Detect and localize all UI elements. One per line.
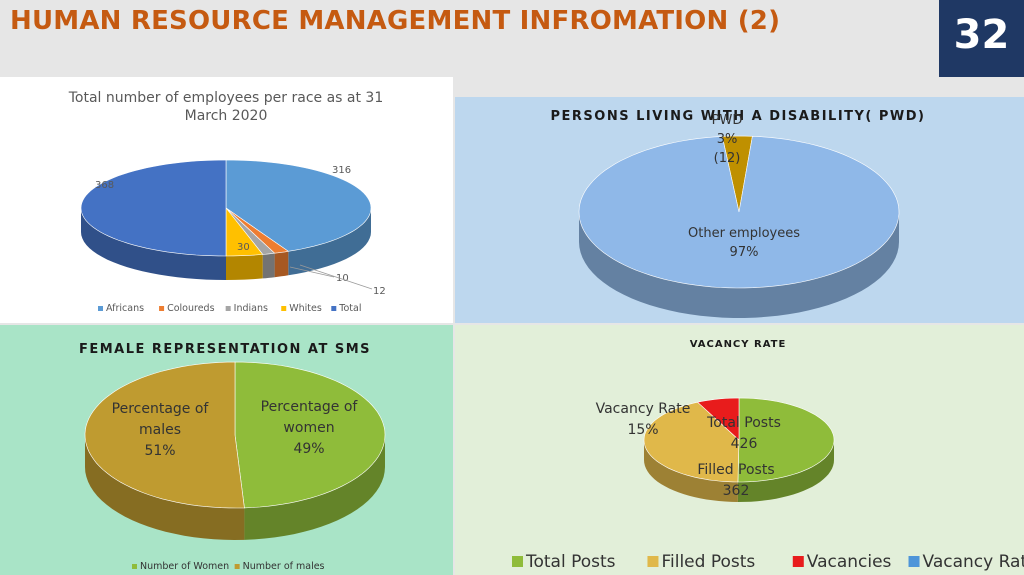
race-label-whites: 30 xyxy=(237,242,250,253)
legend-swatch-vacancies xyxy=(792,556,804,567)
slice-side-Whites xyxy=(226,254,263,280)
slice-side-Total xyxy=(81,208,226,280)
slice-Number of males xyxy=(84,361,245,509)
gender-pie-chart: FEMALE REPRESENTATION AT SMS Percentage … xyxy=(79,342,386,572)
pwd-pie-slices xyxy=(578,135,900,318)
slice-side-Indians xyxy=(262,253,275,279)
vacancy-pie-slices xyxy=(643,397,835,502)
race-label-africans: 316 xyxy=(332,165,351,176)
total-posts-label-name: Total Posts xyxy=(706,415,781,431)
slide-title: HUMAN RESOURCE MANAGEMENT INFROMATION (2… xyxy=(10,6,781,36)
gender-legend: Number of Women Number of males xyxy=(132,561,325,572)
legend-swatch-indians xyxy=(225,306,231,311)
slice-side-Other employees xyxy=(579,212,899,318)
pwd-chart-panel: PERSONS LIVING WITH A DISABILITY( PWD) P… xyxy=(455,97,1024,323)
slice-Filled Posts xyxy=(643,401,740,483)
pwd-label-percent: 3% xyxy=(717,132,738,147)
race-chart-panel: Total number of employees per race as at… xyxy=(0,77,453,323)
filled-posts-label-value: 362 xyxy=(723,483,750,499)
legend-swatch-filled-posts xyxy=(647,556,659,567)
legend-swatch-whites xyxy=(281,306,287,311)
legend-label-vacancy-rate: Vacancy Rate xyxy=(923,552,1024,572)
slice-side-Coloureds xyxy=(274,251,289,278)
legend-swatch-vacancy-rate xyxy=(908,556,920,567)
page-number: 32 xyxy=(953,12,1010,58)
pwd-pie-chart: PERSONS LIVING WITH A DISABILITY( PWD) P… xyxy=(551,109,926,318)
race-label-indians: 10 xyxy=(336,273,349,284)
race-chart-title-line1: Total number of employees per race as at… xyxy=(68,90,384,106)
race-label-coloureds: 12 xyxy=(373,286,386,297)
males-label-line2: males xyxy=(139,422,181,438)
legend-label-coloureds: Coloureds xyxy=(167,303,214,314)
slice-Total Posts xyxy=(737,397,835,483)
legend-label-number-of-women: Number of Women xyxy=(140,561,229,572)
gender-chart-panel: FEMALE REPRESENTATION AT SMS Percentage … xyxy=(0,325,453,575)
slice-side-Total Posts xyxy=(737,440,834,502)
legend-swatch-coloureds xyxy=(159,306,165,311)
women-label-value: 49% xyxy=(293,441,324,457)
legend-label-filled-posts: Filled Posts xyxy=(661,552,755,572)
slice-Other employees xyxy=(578,135,900,289)
other-label-percent: 97% xyxy=(730,245,759,260)
leader-line xyxy=(299,264,373,290)
women-label-line1: Percentage of xyxy=(261,399,359,415)
vacancy-chart-panel: VACANCY RATE Vacancy Rate 15% Total Post… xyxy=(455,325,1024,575)
legend-swatch-total-posts xyxy=(512,556,523,567)
slice-Total xyxy=(80,159,227,257)
race-legend: Africans Coloureds Indians Whites Total xyxy=(98,303,361,314)
pwd-chart-title: PERSONS LIVING WITH A DISABILITY( PWD) xyxy=(551,109,926,124)
total-posts-label-value: 426 xyxy=(731,436,758,452)
gender-pie-slices xyxy=(84,361,386,540)
legend-label-total-posts: Total Posts xyxy=(525,552,616,572)
vacancy-rate-label-name: Vacancy Rate xyxy=(596,401,691,417)
legend-label-indians: Indians xyxy=(234,303,268,314)
slice-Number of Women xyxy=(234,361,386,509)
vacancy-rate-label-value: 15% xyxy=(627,422,658,438)
legend-swatch-africans xyxy=(98,306,103,311)
race-label-total: 368 xyxy=(95,180,114,191)
legend-label-total: Total xyxy=(338,303,361,314)
other-label-name: Other employees xyxy=(688,226,800,241)
slice-side-Number of males xyxy=(85,435,245,540)
slice-Africans xyxy=(225,159,372,252)
legend-swatch-total xyxy=(331,306,337,311)
vacancy-pie-chart: VACANCY RATE Vacancy Rate 15% Total Post… xyxy=(512,339,1024,572)
legend-label-whites: Whites xyxy=(289,303,322,314)
slice-side-Filled Posts xyxy=(644,440,738,502)
slice-Vacancy Rate xyxy=(696,397,740,441)
women-label-line2: women xyxy=(283,420,334,436)
vacancy-legend: Total Posts Filled Posts Vacancies Vacancy … xyxy=(512,552,1024,572)
slice-side-Number of Women xyxy=(244,435,385,540)
page-number-box: 32 xyxy=(939,0,1024,77)
legend-swatch-number-of-women xyxy=(132,564,137,569)
slice-Whites xyxy=(225,207,264,257)
males-label-value: 51% xyxy=(144,443,175,459)
race-chart-title-line2: March 2020 xyxy=(185,108,268,124)
gender-chart-title: FEMALE REPRESENTATION AT SMS xyxy=(79,342,371,357)
race-pie-slices xyxy=(80,159,372,280)
filled-posts-label-name: Filled Posts xyxy=(697,462,774,478)
males-label-line1: Percentage of xyxy=(112,401,210,417)
legend-swatch-number-of-males xyxy=(234,564,240,569)
legend-label-vacancies: Vacancies xyxy=(807,552,892,572)
legend-label-number-of-males: Number of males xyxy=(243,561,325,572)
pwd-label-name: PWD xyxy=(712,113,743,128)
legend-label-africans: Africans xyxy=(106,303,144,314)
leader-line xyxy=(289,266,335,278)
slide-header: HUMAN RESOURCE MANAGEMENT INFROMATION (2… xyxy=(0,0,940,77)
vacancy-chart-title: VACANCY RATE xyxy=(690,339,787,350)
race-pie-chart: Total number of employees per race as at… xyxy=(68,90,386,314)
pwd-label-count: (12) xyxy=(714,151,741,166)
